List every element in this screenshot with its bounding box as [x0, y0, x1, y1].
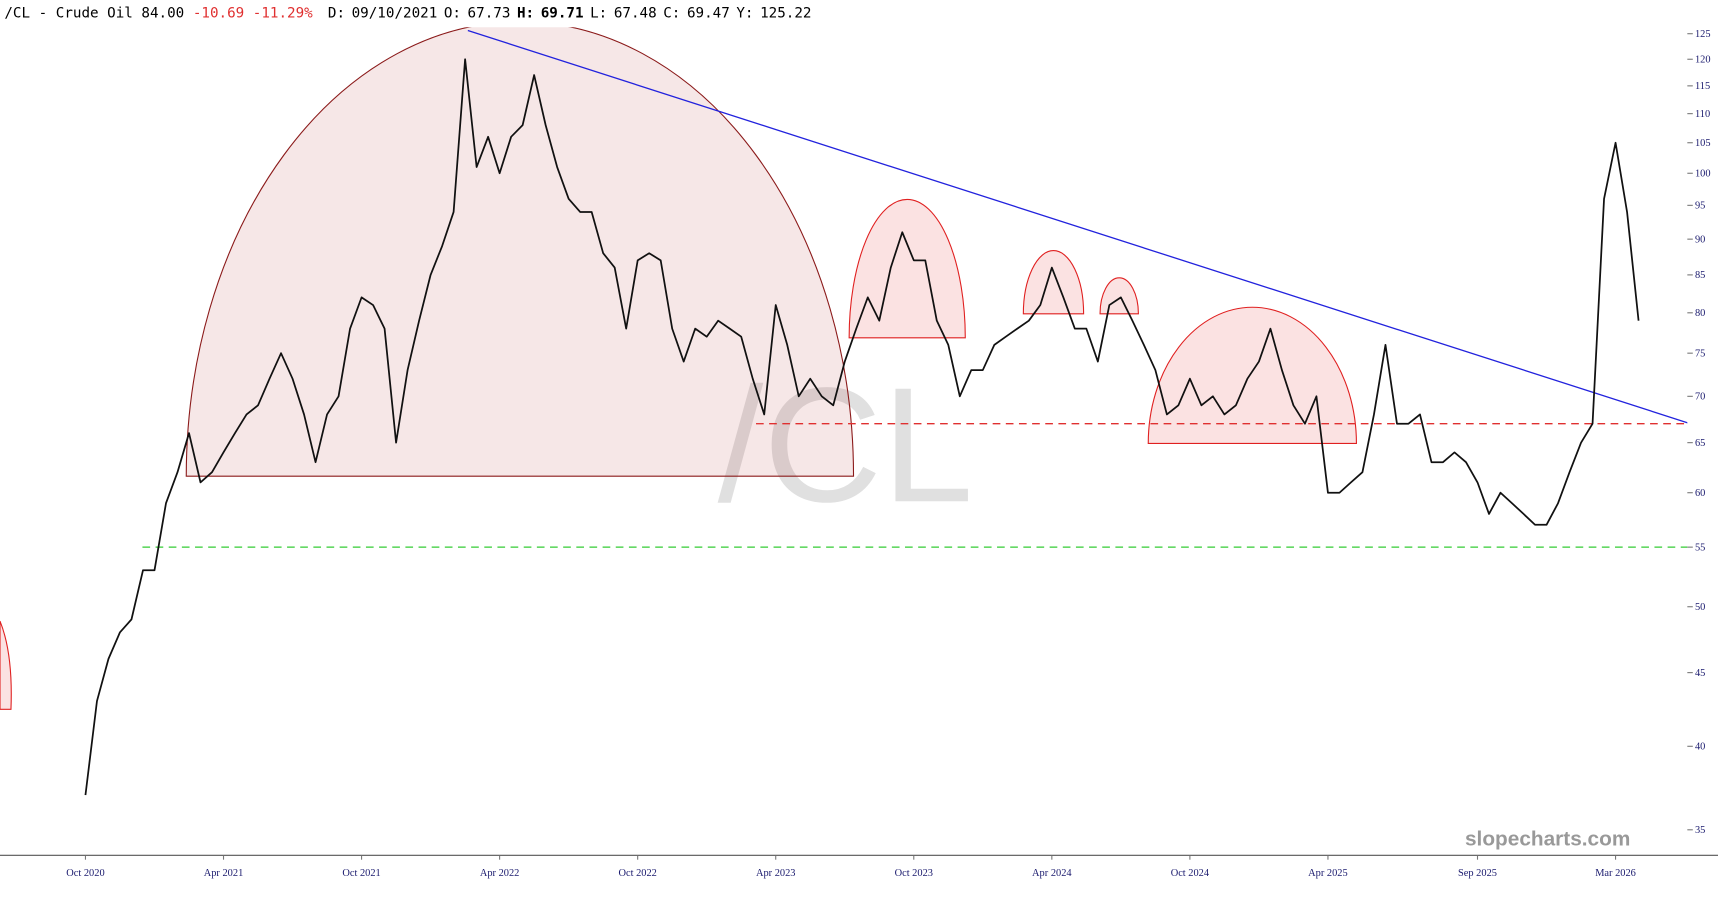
y-tick-label: 80 — [1695, 308, 1705, 319]
x-tick-label: Oct 2021 — [342, 868, 380, 879]
axes: 35 40 45 50 55 60 65 70 75 80 85 90 95 100 105 110 115 12… — [66, 29, 1710, 879]
field-label: D: — [328, 5, 345, 21]
trendline — [467, 29, 1688, 424]
arc-pattern — [1147, 306, 1357, 445]
change: -10.69 — [193, 5, 244, 21]
field-label: L: — [590, 5, 607, 21]
x-tick-label: Apr 2022 — [480, 868, 520, 879]
y-tick-label: 100 — [1695, 169, 1711, 180]
x-tick-label: Oct 2023 — [895, 868, 933, 879]
y-tick-label: 65 — [1695, 438, 1705, 449]
arc-pattern — [1099, 277, 1139, 315]
field-value: 67.48 — [614, 5, 657, 21]
y-tick-label: 105 — [1695, 138, 1711, 149]
x-tick-label: Oct 2020 — [66, 868, 104, 879]
header: /CL - Crude Oil 84.00 -10.69 -11.29% D: 0… — [4, 5, 811, 21]
field-label: H: — [517, 5, 534, 21]
y-tick-label: 55 — [1695, 542, 1705, 553]
x-tick-label: Apr 2021 — [204, 868, 244, 879]
field-value: 125.22 — [760, 5, 811, 21]
drawings — [0, 27, 1688, 710]
y-tick-label: 70 — [1695, 392, 1705, 403]
x-tick-label: Oct 2024 — [1171, 868, 1210, 879]
y-tick-label: 115 — [1695, 81, 1710, 92]
arc-pattern — [185, 27, 855, 477]
x-tick-label: Apr 2023 — [756, 868, 796, 879]
y-tick-label: 35 — [1695, 825, 1705, 836]
last-price: 84.00 — [141, 5, 184, 21]
field-value: 09/10/2021 — [352, 5, 438, 21]
fields: D: 09/10/2021 O: 67.73 H: 69.71 L: 67.48 C: 69.47… — [328, 5, 812, 21]
arc-pattern — [1022, 250, 1085, 315]
symbol: /CL - Crude Oil — [4, 5, 132, 21]
field-label: C: — [663, 5, 680, 21]
levels — [142, 423, 1688, 548]
field-label: Y: — [736, 5, 753, 21]
x-tick-label: Apr 2025 — [1308, 868, 1348, 879]
brand: slopecharts.com — [1465, 828, 1630, 851]
y-tick-label: 95 — [1695, 201, 1705, 212]
y-tick-label: 120 — [1695, 55, 1711, 66]
arc-pattern — [848, 198, 966, 339]
field-value: 67.73 — [468, 5, 511, 21]
y-tick-label: 110 — [1695, 109, 1710, 120]
x-tick-label: Sep 2025 — [1458, 868, 1497, 879]
price-series — [84, 58, 1640, 796]
x-tick-label: Apr 2024 — [1032, 868, 1072, 879]
field-value: 69.71 — [541, 5, 584, 21]
y-tick-label: 125 — [1695, 29, 1711, 40]
change-pct: -11.29% — [253, 5, 313, 21]
y-tick-label: 90 — [1695, 234, 1705, 245]
x-tick-label: Oct 2022 — [618, 868, 656, 879]
field-value: 69.47 — [687, 5, 730, 21]
y-tick-label: 40 — [1695, 742, 1705, 753]
y-tick-label: 85 — [1695, 270, 1705, 281]
y-tick-label: 50 — [1695, 602, 1705, 613]
y-tick-label: 75 — [1695, 348, 1705, 359]
y-tick-label: 45 — [1695, 668, 1705, 679]
arc-pattern — [0, 620, 12, 710]
x-tick-label: Mar 2026 — [1595, 868, 1636, 879]
y-tick-label: 60 — [1695, 488, 1705, 499]
price-line — [84, 58, 1640, 796]
watermark: /CL — [718, 354, 974, 536]
field-label: O: — [444, 5, 461, 21]
